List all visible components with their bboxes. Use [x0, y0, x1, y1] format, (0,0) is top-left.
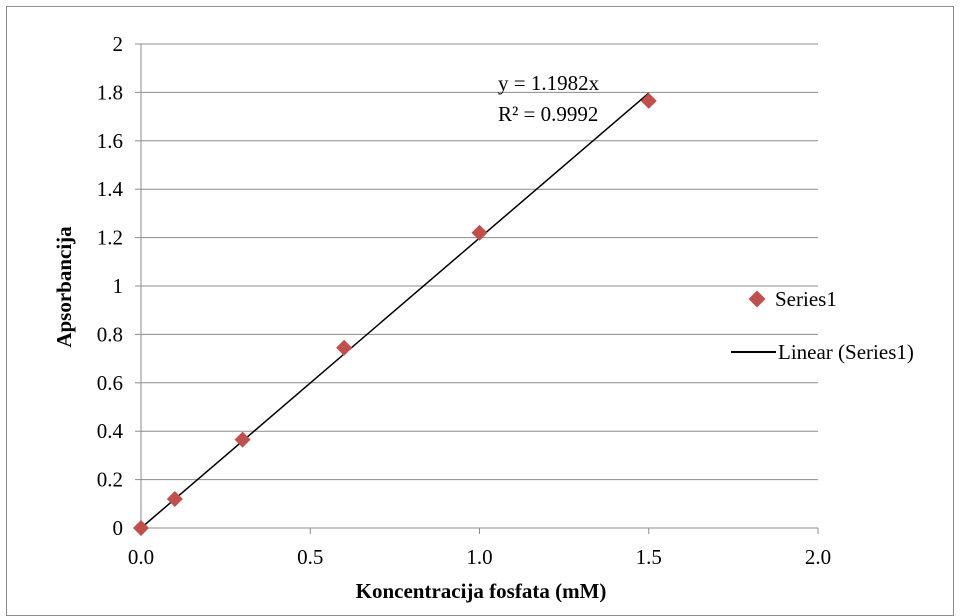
data-point-diamond: [471, 224, 488, 241]
legend-label-trendline: Linear (Series1): [778, 340, 914, 364]
legend-label-series1: Series1: [775, 287, 837, 311]
trendline-equation: y = 1.1982x: [498, 71, 600, 95]
x-tick-label: 1.0: [466, 545, 492, 569]
x-tick-label: 0.0: [128, 545, 154, 569]
y-tick-label: 0.8: [97, 322, 123, 346]
chart-area: [6, 6, 954, 616]
data-point-diamond: [336, 339, 353, 356]
y-tick-label: 0.2: [97, 468, 123, 492]
y-tick-label: 0.4: [97, 419, 124, 443]
trendline-r-squared: R² = 0.9992: [498, 102, 598, 126]
data-point-diamond: [133, 520, 149, 536]
x-tick-label: 0.5: [297, 545, 323, 569]
linear-trendline: [140, 92, 650, 529]
trendline-layer: [140, 92, 650, 529]
y-tick-label: 1.2: [97, 226, 123, 250]
data-point-diamond: [234, 431, 251, 448]
x-tick-labels: 0.0 0.5 1.0 1.5 2.0: [128, 545, 831, 569]
y-axis-title: Apsorbancija: [52, 226, 76, 348]
y-tick-label: 1: [113, 274, 124, 298]
data-point-diamond: [640, 92, 657, 109]
y-tick-label: 0: [113, 516, 124, 540]
gridlines: [141, 43, 818, 481]
data-points: [133, 92, 657, 536]
x-tick-label: 1.5: [636, 545, 662, 569]
legend: Series1 Linear (Series1): [731, 287, 914, 364]
y-tick-label: 1.4: [97, 177, 124, 201]
y-tick-label: 1.8: [97, 80, 123, 104]
y-tick-label: 1.6: [97, 129, 123, 153]
x-axis-title: Koncentracija fosfata (mM): [356, 579, 607, 603]
axes: [135, 43, 819, 534]
legend-marker-series1: [748, 290, 766, 308]
y-tick-label: 2: [113, 32, 124, 56]
y-tick-label: 0.6: [97, 371, 123, 395]
y-tick-labels: 0 0.2 0.4 0.6 0.8 1 1.2 1.4 1.6 1.8 2: [97, 32, 124, 540]
data-point-diamond: [166, 490, 183, 507]
x-tick-label: 2.0: [805, 545, 831, 569]
